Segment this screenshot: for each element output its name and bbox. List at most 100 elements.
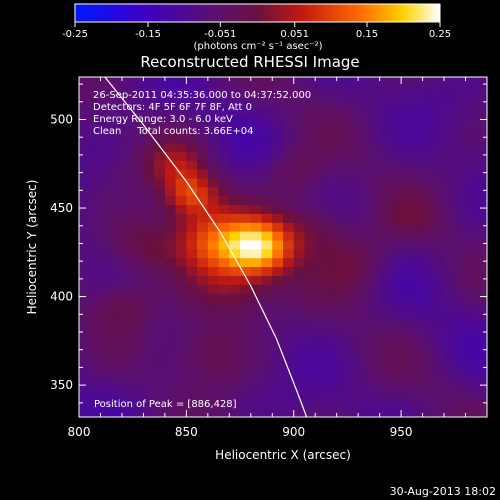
heatmap-cell [422, 89, 434, 99]
heatmap-cell [293, 337, 306, 347]
heatmap-cell [164, 408, 177, 417]
heatmap-cell [89, 328, 102, 338]
heatmap-cell [411, 231, 424, 241]
heatmap-cell [272, 372, 284, 383]
heatmap-cell [347, 293, 359, 303]
heatmap-cell [476, 80, 487, 90]
heatmap-cell [476, 257, 487, 268]
heatmap-cell [379, 408, 391, 417]
heatmap-cell [401, 408, 413, 417]
heatmap-cell [433, 231, 445, 241]
heatmap-cell [207, 275, 220, 285]
heatmap-cell [89, 381, 102, 392]
heatmap-cell [186, 399, 198, 409]
heatmap-cell [250, 177, 263, 188]
heatmap-cell [401, 77, 413, 82]
heatmap-cell [347, 124, 359, 135]
heatmap-cell [401, 346, 413, 356]
heatmap-cell [336, 204, 349, 214]
heatmap-cell [79, 169, 91, 179]
heatmap-cell [347, 107, 359, 117]
heatmap-cell [422, 239, 434, 250]
heatmap-cell [444, 195, 456, 206]
heatmap-cell [197, 151, 209, 161]
heatmap-cell [444, 363, 456, 374]
heatmap-cell [250, 408, 263, 417]
heatmap-cell [465, 80, 477, 90]
heatmap-cell [336, 293, 349, 303]
heatmap-cell [304, 80, 316, 90]
heatmap-cell [336, 195, 349, 206]
heatmap-cell [465, 186, 477, 197]
heatmap-cell [293, 239, 306, 250]
heatmap-cell [175, 213, 187, 223]
heatmap-cell [143, 275, 155, 285]
heatmap-cell [261, 186, 273, 197]
heatmap-cell [250, 231, 263, 241]
heatmap-cell [250, 195, 263, 206]
heatmap-cell [390, 363, 402, 374]
heatmap-cell [401, 124, 413, 135]
heatmap-cell [465, 363, 477, 374]
heatmap-cell [240, 399, 252, 409]
heatmap-cell [186, 390, 198, 400]
heatmap-cell [154, 151, 166, 161]
heatmap-cell [476, 310, 487, 321]
heatmap-cell [197, 213, 209, 223]
heatmap-cell [315, 346, 327, 356]
heatmap-cell [379, 363, 391, 374]
heatmap-cell [100, 355, 112, 365]
heatmap-cell [229, 80, 241, 90]
heatmap-cell [197, 337, 209, 347]
heatmap-cell [218, 266, 230, 276]
heatmap-cell [89, 222, 102, 232]
heatmap-cell [272, 213, 284, 223]
heatmap-cell [347, 80, 359, 90]
heatmap-cell [465, 301, 477, 312]
heatmap-cell [465, 222, 477, 232]
heatmap-cell [401, 337, 413, 347]
heatmap-cell [186, 186, 198, 197]
heatmap-cell [444, 408, 456, 417]
heatmap-cell [229, 328, 241, 338]
heatmap-cell [411, 399, 424, 409]
heatmap-cell [100, 319, 112, 330]
heatmap-cell [304, 124, 316, 135]
heatmap-cell [422, 124, 434, 135]
heatmap-cell [89, 195, 102, 206]
heatmap-cell [197, 275, 209, 285]
heatmap-cell [465, 319, 477, 330]
heatmap-cell [433, 266, 445, 276]
heatmap-cell [433, 363, 445, 374]
heatmap-cell [368, 372, 381, 383]
heatmap-cell [454, 310, 467, 321]
heatmap-cell [358, 381, 370, 392]
heatmap-cell [390, 77, 402, 82]
heatmap-cell [207, 248, 220, 259]
heatmap-cell [283, 115, 295, 126]
heatmap-cell [143, 186, 155, 197]
heatmap-cell [175, 363, 187, 374]
heatmap-cell [272, 284, 284, 294]
heatmap-cell [121, 169, 134, 179]
heatmap-cell [411, 133, 424, 144]
heatmap-cell [154, 239, 166, 250]
heatmap-cell [197, 408, 209, 417]
heatmap-cell [325, 133, 338, 144]
heatmap-cell [89, 89, 102, 99]
heatmap-cell [454, 248, 467, 259]
heatmap-cell [229, 222, 241, 232]
heatmap-cell [411, 346, 424, 356]
heatmap-cell [368, 80, 381, 90]
heatmap-cell [89, 151, 102, 161]
heatmap-cell [89, 293, 102, 303]
heatmap-cell [283, 107, 295, 117]
heatmap-cell [293, 381, 306, 392]
heatmap-cell [218, 372, 230, 383]
heatmap-cell [336, 399, 349, 409]
heatmap-cell [390, 408, 402, 417]
heatmap-cell [315, 399, 327, 409]
heatmap-cell [154, 284, 166, 294]
heatmap-cell [283, 408, 295, 417]
